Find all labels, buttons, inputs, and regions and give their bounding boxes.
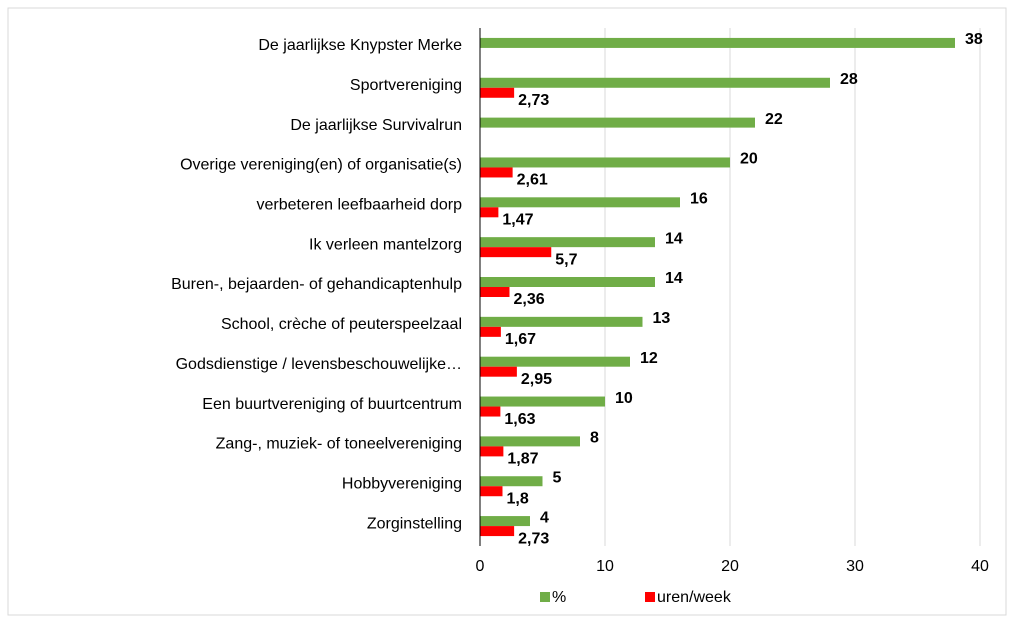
- bar: [480, 356, 630, 367]
- legend-swatch: [540, 592, 550, 602]
- y-tick-label: Zorginstelling: [367, 515, 462, 532]
- bar: [480, 77, 830, 88]
- data-label: 2,73: [518, 92, 549, 109]
- y-tick-label: Godsdienstige / levensbeschouwelijke…: [176, 356, 462, 373]
- bar: [480, 157, 730, 168]
- data-label: 2,61: [517, 172, 548, 189]
- bar: [480, 207, 499, 218]
- bar: [480, 476, 543, 487]
- x-tick-label: 0: [476, 558, 485, 575]
- bar: [480, 446, 504, 457]
- chart-border: [7, 7, 1007, 616]
- data-label: 1,63: [504, 411, 535, 428]
- x-tick-label: 10: [596, 558, 614, 575]
- data-label: 8: [590, 430, 599, 447]
- data-label: 38: [965, 31, 983, 48]
- y-tick-label: Hobbyvereniging: [342, 475, 462, 492]
- data-label: 1,87: [507, 451, 538, 468]
- bar: [480, 287, 510, 297]
- y-tick-label: verbeteren leefbaarheid dorp: [257, 197, 463, 214]
- bar: [480, 406, 501, 417]
- bar: [480, 37, 955, 48]
- y-tick-label: Buren-, bejaarden- of gehandicaptenhulp: [171, 276, 462, 293]
- bar: [480, 326, 501, 337]
- data-label: 1,47: [502, 212, 533, 229]
- data-label: 14: [665, 230, 683, 247]
- y-tick-label: Zang-, muziek- of toneelvereniging: [216, 436, 462, 453]
- bar: [480, 516, 530, 527]
- data-label: 13: [653, 310, 671, 327]
- bar: [480, 277, 655, 287]
- data-label: 2,36: [514, 291, 545, 308]
- bar: [480, 197, 680, 208]
- x-tick-label: 40: [971, 558, 989, 575]
- bar: [480, 117, 755, 128]
- bar: [480, 316, 643, 327]
- data-label: 12: [640, 350, 658, 367]
- bar: [480, 366, 517, 377]
- bar: [480, 167, 513, 178]
- legend-label: uren/week: [657, 589, 732, 606]
- y-tick-label: Een buurtvereniging of buurtcentrum: [202, 396, 462, 413]
- bar: [480, 87, 515, 98]
- x-tick-label: 30: [846, 558, 864, 575]
- data-label: 1,8: [507, 490, 529, 507]
- data-label: 14: [665, 270, 683, 287]
- x-tick-label: 20: [721, 558, 739, 575]
- y-tick-label: Ik verleen mantelzorg: [309, 236, 462, 253]
- legend-label: %: [552, 589, 566, 606]
- legend-swatch: [645, 592, 655, 602]
- data-label: 16: [690, 191, 708, 208]
- bar: [480, 396, 605, 407]
- data-label: 5,7: [555, 251, 577, 268]
- y-tick-label: Overige vereniging(en) of organisatie(s): [180, 157, 462, 174]
- bar: [480, 237, 655, 248]
- y-tick-label: De jaarlijkse Survivalrun: [290, 117, 462, 134]
- data-label: 1,67: [505, 331, 536, 348]
- y-tick-label: De jaarlijkse Knypster Merke: [258, 37, 462, 54]
- data-label: 5: [553, 469, 562, 486]
- data-label: 4: [540, 509, 549, 526]
- y-tick-label: School, crèche of peuterspeelzaal: [221, 316, 462, 333]
- data-label: 28: [840, 71, 858, 88]
- y-tick-label: Sportvereniging: [350, 77, 462, 94]
- data-label: 20: [740, 151, 758, 168]
- data-label: 2,95: [521, 371, 552, 388]
- data-label: 22: [765, 111, 783, 128]
- bar: [480, 486, 503, 497]
- data-label: 2,73: [518, 530, 549, 547]
- data-label: 10: [615, 390, 633, 407]
- bar: [480, 526, 515, 537]
- bar: [480, 436, 580, 447]
- bar: [480, 247, 552, 258]
